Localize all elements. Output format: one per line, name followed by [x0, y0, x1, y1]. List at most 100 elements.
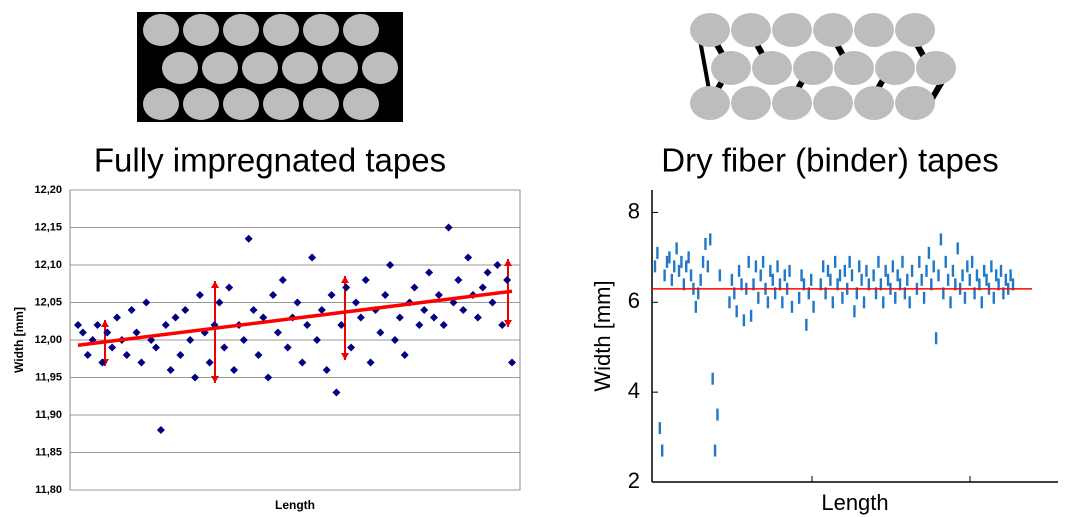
point	[473, 313, 482, 322]
point	[308, 253, 317, 262]
point	[273, 328, 282, 337]
point	[176, 351, 185, 359]
point	[361, 276, 370, 284]
point	[444, 223, 453, 232]
x-axis-label: Length	[821, 490, 888, 515]
point	[990, 260, 993, 273]
point	[728, 296, 731, 309]
point	[675, 242, 678, 255]
point	[925, 264, 928, 277]
point	[951, 264, 955, 277]
point	[493, 261, 502, 269]
arrow-head	[211, 281, 219, 288]
point	[697, 287, 700, 300]
chart-title: Fully impregnated tapes	[94, 142, 446, 179]
point	[327, 291, 336, 299]
point	[879, 278, 883, 291]
point	[994, 269, 998, 282]
point	[186, 336, 195, 344]
point	[653, 260, 657, 273]
point	[867, 278, 871, 291]
y-tick-label: 12,15	[34, 221, 62, 233]
point	[429, 313, 438, 322]
point	[1011, 278, 1015, 291]
point	[259, 313, 268, 322]
point	[161, 321, 170, 329]
point	[663, 269, 666, 282]
point	[730, 273, 734, 286]
point	[809, 273, 813, 286]
point	[699, 273, 702, 286]
y-tick-label: 11,90	[35, 409, 62, 421]
point	[366, 358, 375, 367]
point	[999, 264, 1003, 277]
point	[711, 372, 714, 385]
point	[937, 269, 940, 282]
point	[783, 269, 786, 282]
point	[759, 269, 762, 282]
point	[802, 278, 806, 291]
point	[332, 388, 341, 397]
point	[342, 283, 351, 292]
point	[351, 298, 360, 307]
point	[776, 260, 779, 273]
y-tick-label: 11,80	[35, 484, 62, 496]
trend-line	[77, 289, 513, 347]
point	[848, 255, 851, 268]
point	[78, 328, 87, 337]
point	[694, 300, 698, 313]
point	[706, 260, 710, 273]
point	[771, 273, 774, 286]
point	[740, 278, 743, 291]
point	[946, 273, 950, 286]
point	[966, 260, 969, 273]
point	[249, 306, 258, 314]
point	[425, 268, 434, 277]
point	[939, 233, 943, 246]
point	[434, 291, 443, 299]
point	[754, 260, 758, 273]
point	[1002, 287, 1005, 300]
point	[944, 255, 947, 268]
point	[137, 358, 146, 367]
y-tick-label: 11,95	[35, 371, 62, 383]
point	[661, 444, 664, 457]
point	[949, 296, 952, 309]
point	[956, 242, 959, 255]
point	[819, 278, 822, 291]
point	[716, 408, 719, 421]
point	[805, 318, 808, 331]
y-tick-label: 11,85	[35, 446, 62, 458]
point	[831, 296, 834, 309]
point	[74, 321, 82, 329]
point	[841, 291, 844, 304]
y-tick-label: 2	[628, 468, 640, 493]
point	[903, 287, 907, 300]
arrow-head	[504, 320, 512, 327]
point	[122, 351, 131, 359]
point	[975, 269, 979, 282]
point	[982, 264, 986, 277]
dry-tape-diagram	[690, 13, 956, 120]
point	[927, 246, 931, 259]
point	[668, 251, 671, 264]
point	[970, 255, 974, 268]
point	[942, 287, 945, 300]
point	[877, 255, 880, 268]
point	[322, 366, 331, 374]
x-axis-label: Length	[275, 498, 315, 512]
point	[93, 321, 102, 329]
point	[108, 343, 117, 352]
y-tick-label: 12,00	[34, 334, 62, 346]
point	[420, 306, 429, 314]
point	[865, 264, 868, 277]
impregnated-tape-diagram	[137, 12, 403, 122]
point	[498, 321, 507, 329]
y-tick-label: 12,05	[34, 296, 62, 308]
y-tick-label: 8	[628, 198, 640, 223]
point	[415, 321, 424, 329]
point	[459, 306, 468, 314]
point	[283, 343, 292, 352]
y-axis-label: Width [mm]	[12, 307, 26, 373]
point	[508, 358, 516, 367]
